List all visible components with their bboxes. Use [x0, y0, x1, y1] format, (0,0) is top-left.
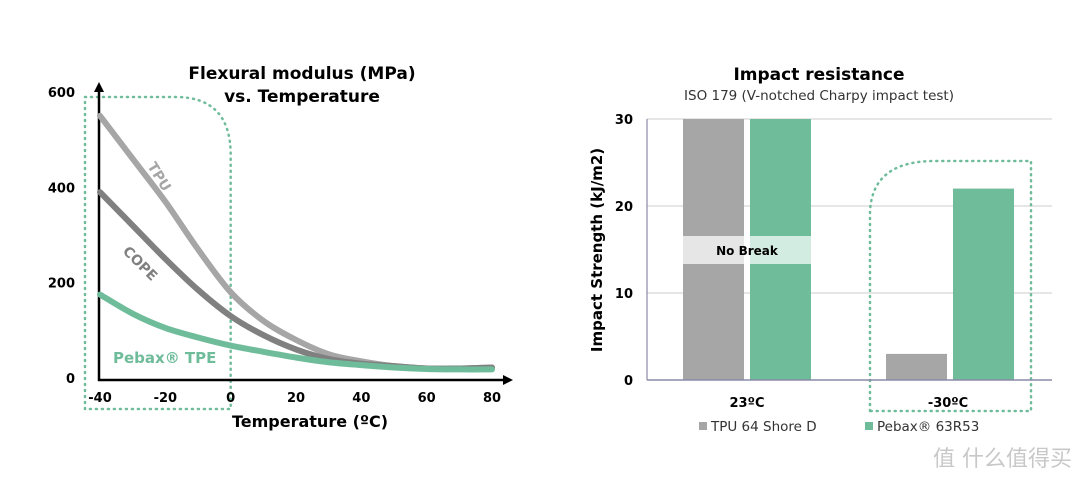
x-tick-label: 23ºC	[730, 396, 765, 411]
y-tick-label: 200	[48, 277, 75, 292]
no-break-band-tpu	[683, 236, 744, 264]
series-line-tpu	[97, 112, 495, 372]
right-ylabel: Impact Strength (kJ/m2)	[588, 148, 606, 352]
legend-label: TPU 64 Shore D	[710, 419, 817, 435]
y-tick-label: 400	[48, 181, 75, 196]
x-axis-arrow	[503, 375, 513, 385]
x-tick-label: 60	[418, 391, 436, 406]
x-tick-label: -20	[154, 391, 178, 406]
x-tick-label: 40	[352, 391, 370, 406]
y-tick-label: 10	[615, 287, 633, 302]
y-tick-label: 30	[615, 113, 633, 128]
left-subtitle: vs. Temperature	[224, 87, 380, 107]
left-title: Flexural modulus (MPa)	[188, 64, 415, 84]
x-tick-label: 20	[287, 391, 305, 406]
x-tick-label: -30ºC	[928, 396, 968, 411]
highlight-box	[868, 159, 1033, 413]
watermark-logo: 值 什么值得买	[933, 447, 1072, 472]
bar	[953, 188, 1014, 380]
bar	[886, 353, 947, 380]
highlight-box	[83, 95, 232, 411]
no-break-annotation: No Break	[716, 244, 779, 258]
legend-label: Pebax® 63R53	[877, 419, 979, 435]
y-tick-label: 0	[624, 374, 633, 389]
right-title: Impact resistance	[733, 65, 904, 85]
left-xlabel: Temperature (ºC)	[232, 412, 388, 431]
right-subtitle: ISO 179 (V-notched Charpy impact test)	[684, 88, 954, 104]
x-tick-label: -40	[88, 391, 112, 406]
y-tick-label: 600	[48, 86, 75, 101]
series-line-pebax	[97, 291, 495, 373]
series-label-pebax: Pebax® TPE	[113, 349, 216, 367]
x-tick-label: 0	[226, 391, 235, 406]
legend-swatch	[865, 422, 873, 430]
y-tick-label: 20	[615, 200, 633, 215]
y-axis-arrow	[94, 82, 104, 92]
no-break-band-pebax	[750, 236, 811, 264]
legend-swatch	[699, 422, 707, 430]
y-tick-label: 0	[66, 372, 75, 387]
x-tick-label: 80	[483, 391, 501, 406]
